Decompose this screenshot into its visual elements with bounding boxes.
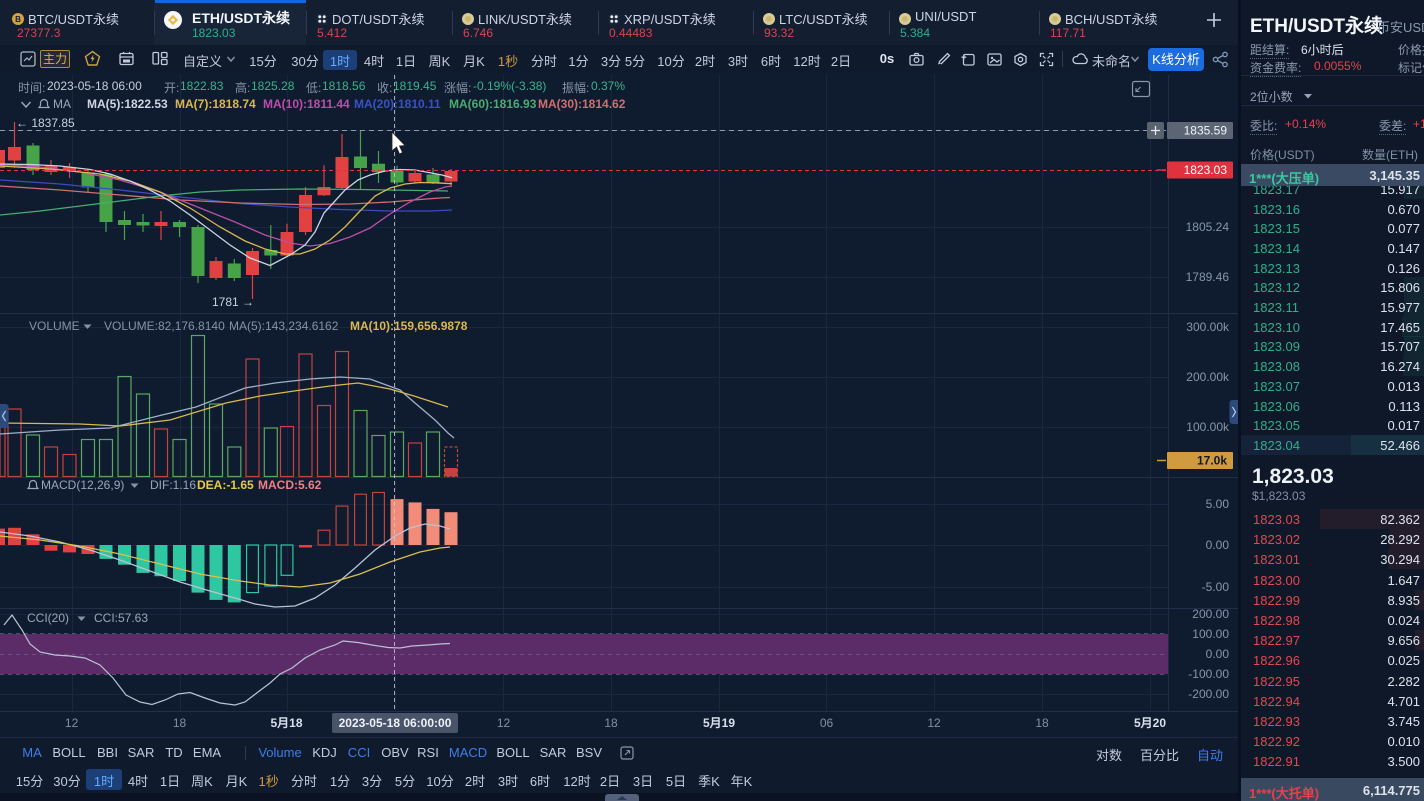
svg-text:0.00: 0.00 xyxy=(1206,647,1230,661)
svg-text:-5.00: -5.00 xyxy=(1202,580,1230,594)
svg-text:12: 12 xyxy=(497,716,511,730)
svg-text:200.00: 200.00 xyxy=(1192,607,1229,621)
svg-text:12: 12 xyxy=(65,716,79,730)
svg-text:2023-05-18 06:00:00: 2023-05-18 06:00:00 xyxy=(339,716,452,730)
svg-text:100.00k: 100.00k xyxy=(1186,420,1230,434)
svg-text:1781 →: 1781 → xyxy=(212,295,254,309)
svg-text:300.00k: 300.00k xyxy=(1186,320,1230,334)
svg-text:06: 06 xyxy=(820,716,834,730)
svg-text:12: 12 xyxy=(927,716,941,730)
svg-text:17.0k: 17.0k xyxy=(1197,454,1227,468)
svg-text:18: 18 xyxy=(1035,716,1049,730)
svg-text:-100.00: -100.00 xyxy=(1188,667,1229,681)
svg-text:100.00: 100.00 xyxy=(1192,627,1229,641)
svg-text:1789.46: 1789.46 xyxy=(1186,270,1230,284)
svg-text:1823.03: 1823.03 xyxy=(1184,163,1228,177)
svg-text:5月18: 5月18 xyxy=(270,716,302,730)
svg-text:-200.00: -200.00 xyxy=(1188,687,1229,701)
svg-text:← 1837.85: ← 1837.85 xyxy=(16,116,75,130)
svg-text:1835.59: 1835.59 xyxy=(1184,124,1228,138)
svg-text:5月19: 5月19 xyxy=(703,716,735,730)
svg-text:0.00: 0.00 xyxy=(1206,538,1230,552)
svg-text:B: B xyxy=(15,15,21,24)
svg-text:5月20: 5月20 xyxy=(1134,716,1166,730)
svg-text:18: 18 xyxy=(173,716,187,730)
svg-text:200.00k: 200.00k xyxy=(1186,370,1230,384)
svg-text:5.00: 5.00 xyxy=(1206,497,1230,511)
svg-text:18: 18 xyxy=(604,716,618,730)
svg-text:1805.24: 1805.24 xyxy=(1186,220,1230,234)
